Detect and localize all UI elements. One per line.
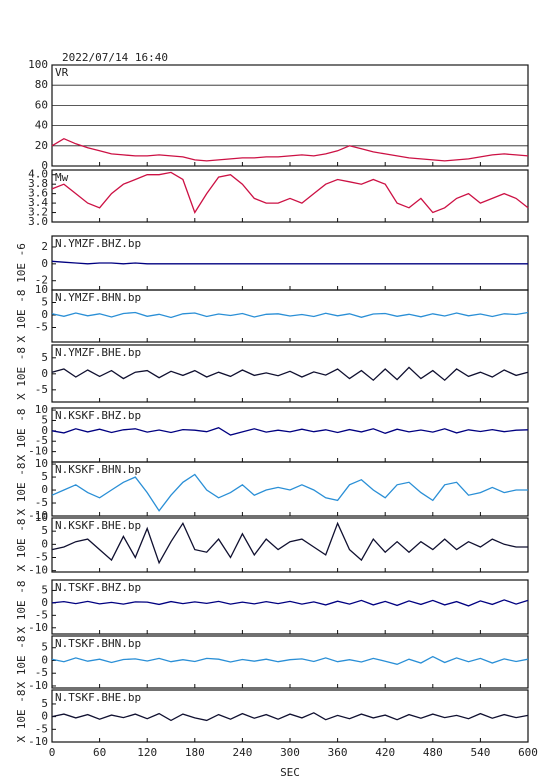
y-tick-label: 2 bbox=[41, 240, 48, 253]
y-tick-label: 10 bbox=[35, 403, 48, 416]
panel-label: N.TSKF.BHZ.bp bbox=[55, 581, 141, 594]
y-tick-label: 0 bbox=[41, 653, 48, 666]
y-tick-label: 5 bbox=[41, 524, 48, 537]
y-tick-label: 3.6 bbox=[28, 187, 48, 200]
x-tick-label: 600 bbox=[518, 746, 538, 759]
y-axis-label: X 10E -8 bbox=[15, 347, 28, 400]
y-tick-label: 0 bbox=[41, 710, 48, 723]
panel-label: N.YMZF.BHE.bp bbox=[55, 346, 141, 359]
y-axis-label: X 10E -8 bbox=[15, 690, 28, 743]
y-tick-label: 10 bbox=[35, 283, 48, 296]
x-tick-label: 540 bbox=[470, 746, 490, 759]
panel-frame bbox=[51, 64, 529, 167]
x-tick-label: 0 bbox=[49, 746, 56, 759]
panel-label: N.KSKF.BHN.bp bbox=[55, 463, 141, 476]
trace bbox=[51, 311, 529, 319]
y-axis-label: X 10E -8 bbox=[15, 463, 28, 516]
y-tick-label: -10 bbox=[28, 445, 48, 458]
x-tick-label: 60 bbox=[93, 746, 106, 759]
y-axis-label: X 10E -8 bbox=[15, 636, 28, 689]
y-axis-label: X 10E -8 bbox=[15, 519, 28, 572]
x-tick-label: 180 bbox=[185, 746, 205, 759]
y-tick-label: -10 bbox=[28, 735, 48, 748]
y-tick-label: -5 bbox=[35, 666, 48, 679]
y-tick-label: 100 bbox=[28, 58, 48, 71]
y-tick-label: -5 bbox=[35, 722, 48, 735]
y-tick-label: 20 bbox=[35, 139, 48, 152]
trace bbox=[51, 137, 529, 162]
x-tick-label: 420 bbox=[375, 746, 395, 759]
y-tick-label: 0 bbox=[41, 537, 48, 550]
panel-label: N.TSKF.BHE.bp bbox=[55, 691, 141, 704]
trace bbox=[51, 599, 529, 607]
trace bbox=[51, 260, 528, 265]
y-tick-label: -10 bbox=[28, 621, 48, 634]
y-tick-label: -5 bbox=[35, 551, 48, 564]
y-tick-label: -10 bbox=[28, 509, 48, 522]
y-tick-label: 0 bbox=[41, 596, 48, 609]
trace bbox=[51, 366, 529, 382]
y-tick-label: 0 bbox=[41, 367, 48, 380]
panel-label: N.KSKF.BHE.bp bbox=[55, 519, 141, 532]
y-tick-label: 3.4 bbox=[28, 196, 48, 209]
x-tick-label: 360 bbox=[328, 746, 348, 759]
y-tick-label: 3.8 bbox=[28, 177, 48, 190]
y-tick-label: 0 bbox=[41, 308, 48, 321]
trace bbox=[51, 473, 528, 512]
panel-label: N.YMZF.BHN.bp bbox=[55, 291, 141, 304]
y-tick-label: 5 bbox=[41, 583, 48, 596]
x-axis-label: SEC bbox=[280, 766, 300, 779]
trace bbox=[51, 521, 528, 565]
y-tick-label: 4.0 bbox=[28, 168, 48, 181]
y-tick-label: -10 bbox=[28, 679, 48, 692]
x-tick-label: 240 bbox=[232, 746, 252, 759]
panel-label: N.YMZF.BHZ.bp bbox=[55, 237, 141, 250]
y-tick-label: 5 bbox=[41, 413, 48, 426]
panel-frame bbox=[51, 169, 529, 223]
y-tick-label: -5 bbox=[35, 496, 48, 509]
panel-label: Mw bbox=[55, 171, 69, 184]
y-tick-label: 0 bbox=[41, 159, 48, 172]
y-tick-label: 5 bbox=[41, 296, 48, 309]
y-axis-label: X 10E -8 bbox=[15, 581, 28, 634]
y-tick-label: 5 bbox=[41, 351, 48, 364]
y-tick-label: -5 bbox=[35, 434, 48, 447]
chart-title: 2022/07/14 16:40 bbox=[62, 51, 168, 64]
y-tick-label: 0 bbox=[41, 424, 48, 437]
y-tick-label: 0 bbox=[41, 483, 48, 496]
y-tick-label: 5 bbox=[41, 641, 48, 654]
y-tick-label: 5 bbox=[41, 697, 48, 710]
trace bbox=[51, 171, 529, 214]
panel-label: VR bbox=[55, 66, 69, 79]
y-tick-label: 10 bbox=[35, 457, 48, 470]
trace bbox=[51, 426, 529, 436]
y-tick-label: 3.2 bbox=[28, 206, 48, 219]
y-tick-label: 40 bbox=[35, 119, 48, 132]
y-tick-label: -2 bbox=[35, 274, 48, 287]
y-tick-label: -5 bbox=[35, 383, 48, 396]
y-axis-label: X 10E -8 bbox=[15, 409, 28, 462]
panel-label: N.TSKF.BHN.bp bbox=[55, 637, 141, 650]
trace bbox=[51, 712, 529, 722]
y-tick-label: 3.0 bbox=[28, 215, 48, 228]
x-tick-label: 480 bbox=[423, 746, 443, 759]
y-tick-label: -5 bbox=[35, 321, 48, 334]
x-tick-label: 300 bbox=[280, 746, 300, 759]
x-tick-label: 120 bbox=[137, 746, 157, 759]
panel-label: N.KSKF.BHZ.bp bbox=[55, 409, 141, 422]
y-axis-label: 10E -6 bbox=[15, 243, 28, 283]
y-tick-label: 0 bbox=[41, 257, 48, 270]
y-axis-label: X 10E -8 bbox=[15, 290, 28, 343]
y-tick-label: 60 bbox=[35, 98, 48, 111]
trace bbox=[51, 655, 529, 665]
y-tick-label: -5 bbox=[35, 608, 48, 621]
y-tick-label: 5 bbox=[41, 470, 48, 483]
y-tick-label: 80 bbox=[35, 78, 48, 91]
y-tick-label: 10 bbox=[35, 511, 48, 524]
y-tick-label: -10 bbox=[28, 564, 48, 577]
